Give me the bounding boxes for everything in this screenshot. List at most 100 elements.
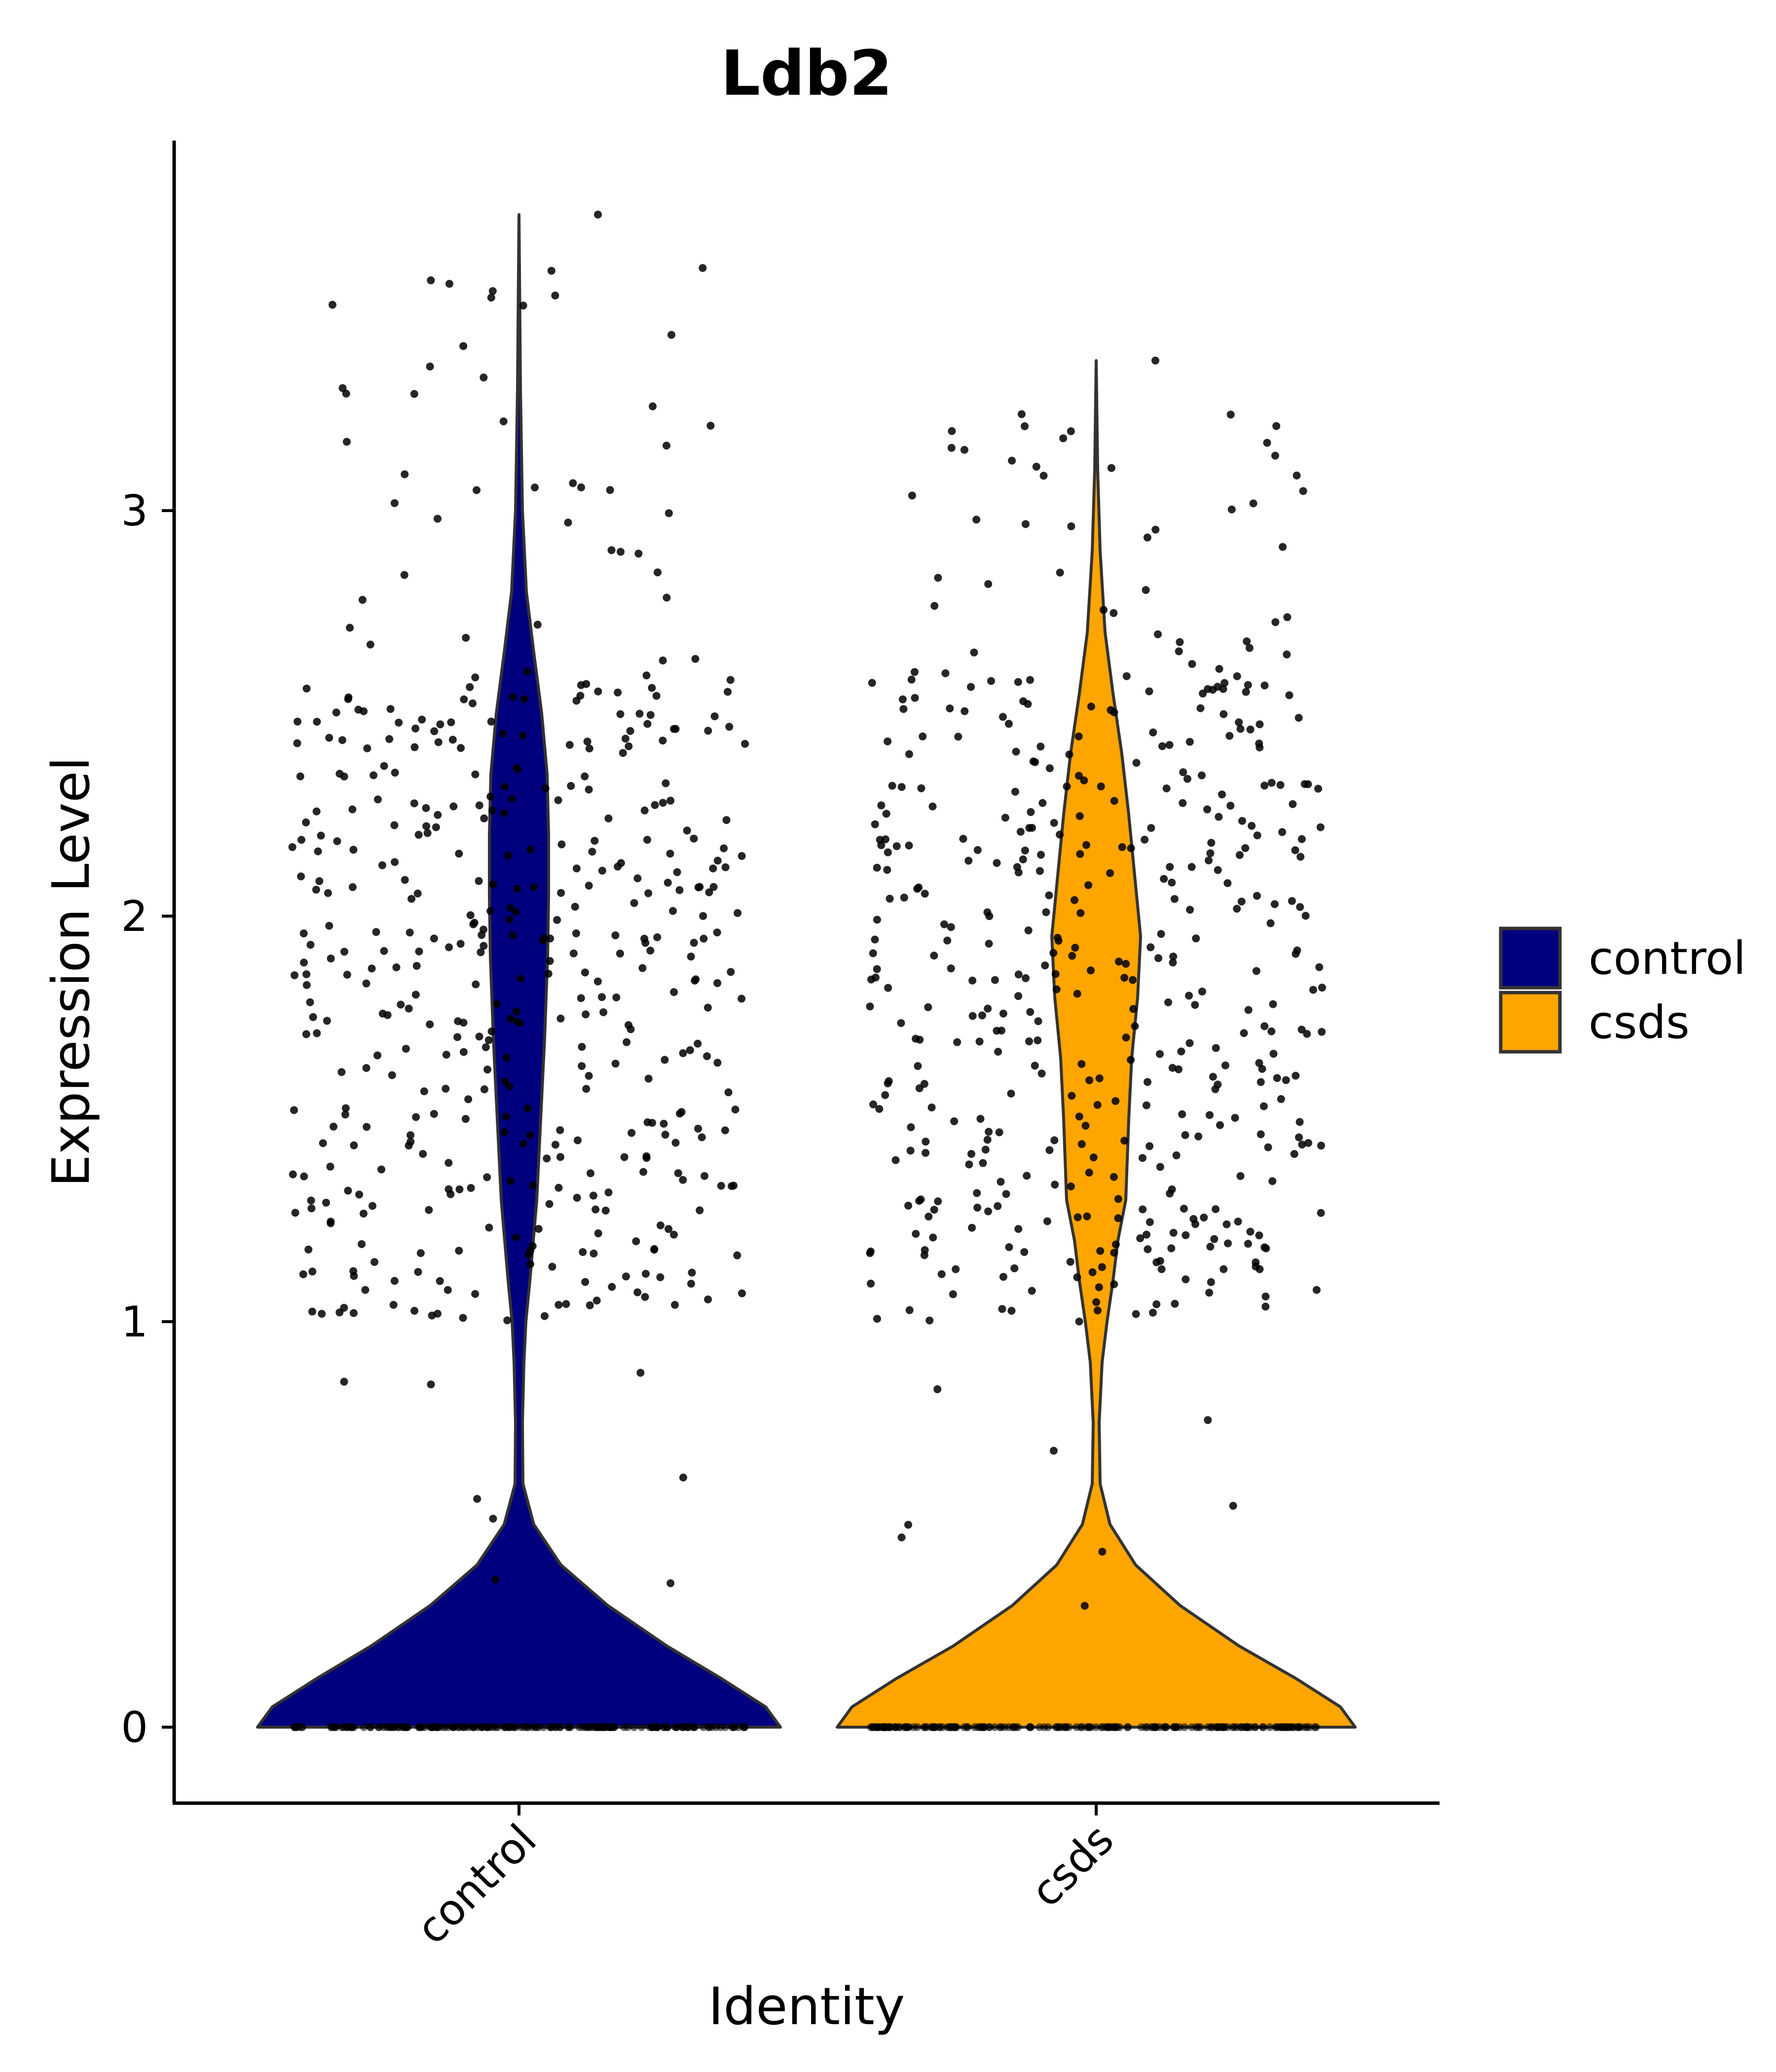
point: [471, 1290, 480, 1298]
point: [1172, 1151, 1181, 1159]
point: [1293, 946, 1301, 955]
point: [928, 802, 937, 811]
point: [664, 879, 672, 887]
point: [1147, 824, 1155, 832]
point: [1129, 1005, 1138, 1013]
point: [973, 846, 982, 854]
point: [1219, 685, 1227, 693]
point: [666, 850, 674, 858]
point: [1210, 1235, 1219, 1243]
legend-label-csds: csds: [1589, 996, 1690, 1049]
point: [883, 866, 891, 874]
point: [722, 816, 731, 824]
point: [434, 738, 443, 746]
point: [460, 695, 468, 703]
point: [444, 1286, 452, 1294]
point: [500, 809, 508, 817]
point: [915, 1084, 924, 1092]
point: [480, 1085, 488, 1094]
point: [1207, 839, 1216, 847]
point: [588, 848, 596, 856]
point: [412, 1113, 420, 1121]
point: [675, 1110, 684, 1118]
point: [455, 850, 463, 858]
point: [626, 727, 634, 735]
point: [534, 1723, 543, 1731]
point: [378, 861, 386, 869]
point: [1278, 828, 1287, 836]
point: [401, 1723, 409, 1731]
point: [881, 835, 889, 844]
point: [1070, 896, 1078, 904]
point: [949, 1290, 957, 1298]
point: [993, 1027, 1001, 1035]
point: [1067, 1182, 1075, 1190]
point: [1260, 681, 1269, 690]
point: [318, 1310, 326, 1318]
point: [621, 735, 629, 743]
point: [540, 934, 548, 942]
point: [378, 1009, 387, 1018]
point: [344, 695, 352, 703]
point: [1141, 836, 1149, 844]
point: [1110, 1280, 1118, 1289]
point: [993, 859, 1001, 867]
point: [1169, 952, 1178, 961]
point: [391, 858, 399, 866]
point: [423, 829, 432, 837]
point: [646, 946, 655, 955]
point: [721, 1723, 729, 1731]
point: [968, 1012, 977, 1020]
point: [1151, 1723, 1160, 1731]
point: [607, 1723, 615, 1731]
point: [1252, 1258, 1260, 1266]
point: [416, 1249, 425, 1258]
point: [359, 1209, 368, 1218]
point: [592, 1205, 600, 1214]
point: [607, 546, 616, 555]
point: [1214, 866, 1222, 874]
point: [968, 1223, 976, 1232]
point: [1110, 609, 1118, 617]
point: [1289, 800, 1297, 809]
point: [583, 738, 592, 746]
point: [679, 1176, 687, 1184]
point: [1261, 1293, 1270, 1301]
point: [984, 1207, 993, 1216]
point: [625, 742, 633, 750]
point: [720, 844, 728, 852]
point: [1234, 1218, 1242, 1226]
point: [1235, 718, 1243, 727]
point: [634, 550, 643, 558]
point: [1062, 1723, 1070, 1731]
point: [670, 988, 678, 997]
point: [390, 821, 399, 829]
point: [1095, 1283, 1103, 1292]
point: [679, 1474, 687, 1482]
point: [1164, 998, 1172, 1006]
point: [323, 1017, 331, 1025]
point: [302, 981, 311, 989]
point: [659, 737, 667, 745]
point: [1266, 919, 1275, 927]
point: [1267, 1027, 1276, 1036]
point: [908, 491, 916, 500]
point: [632, 1237, 640, 1246]
point: [456, 940, 465, 948]
point: [1276, 781, 1285, 789]
point: [505, 915, 514, 924]
point: [307, 1204, 316, 1213]
point: [659, 656, 667, 665]
point: [523, 667, 532, 676]
point: [662, 779, 670, 787]
point: [422, 804, 430, 812]
point: [569, 949, 578, 958]
point: [491, 1575, 499, 1584]
point: [555, 1300, 563, 1309]
point: [585, 882, 593, 890]
point: [1122, 960, 1130, 968]
point: [656, 1221, 665, 1229]
point: [1209, 686, 1217, 694]
point: [960, 1723, 968, 1731]
